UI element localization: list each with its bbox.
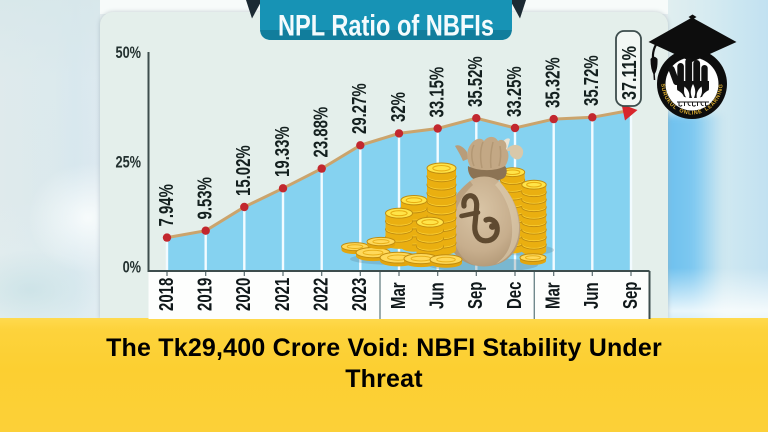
svg-text:19.33%: 19.33% — [271, 126, 294, 177]
svg-text:2019: 2019 — [193, 278, 216, 311]
svg-text:2022: 2022 — [309, 278, 332, 311]
svg-text:35.52%: 35.52% — [464, 56, 487, 107]
svg-text:Sep: Sep — [619, 282, 642, 309]
svg-text:33.25%: 33.25% — [503, 66, 526, 117]
svg-text:25%: 25% — [115, 153, 141, 172]
svg-text:35.72%: 35.72% — [580, 55, 603, 106]
svg-text:35.32%: 35.32% — [541, 57, 564, 108]
svg-text:29.27%: 29.27% — [348, 83, 371, 134]
svg-text:2018: 2018 — [155, 278, 178, 311]
svg-text:Dec: Dec — [503, 282, 526, 309]
svg-text:23.88%: 23.88% — [309, 107, 332, 158]
svg-text:2023: 2023 — [348, 278, 371, 311]
svg-text:2021: 2021 — [271, 278, 294, 311]
svg-text:33.15%: 33.15% — [425, 67, 448, 118]
svg-text:0%: 0% — [123, 258, 141, 277]
svg-text:NPL Ratio of NBFIs: NPL Ratio of NBFIs — [278, 10, 494, 43]
svg-text:Jun: Jun — [580, 282, 603, 309]
svg-text:7.94%: 7.94% — [155, 184, 178, 226]
svg-text:Sep: Sep — [464, 282, 487, 309]
svg-text:9.53%: 9.53% — [193, 177, 216, 219]
svg-text:Jun: Jun — [425, 282, 448, 309]
svg-text:50%: 50% — [115, 43, 141, 62]
svg-text:37.11%: 37.11% — [617, 46, 640, 100]
svg-text:15.02%: 15.02% — [232, 145, 255, 196]
svg-text:Mar: Mar — [387, 282, 410, 309]
svg-text:32%: 32% — [387, 92, 410, 122]
svg-text:2020: 2020 — [232, 278, 255, 311]
svg-text:Mar: Mar — [541, 282, 564, 309]
